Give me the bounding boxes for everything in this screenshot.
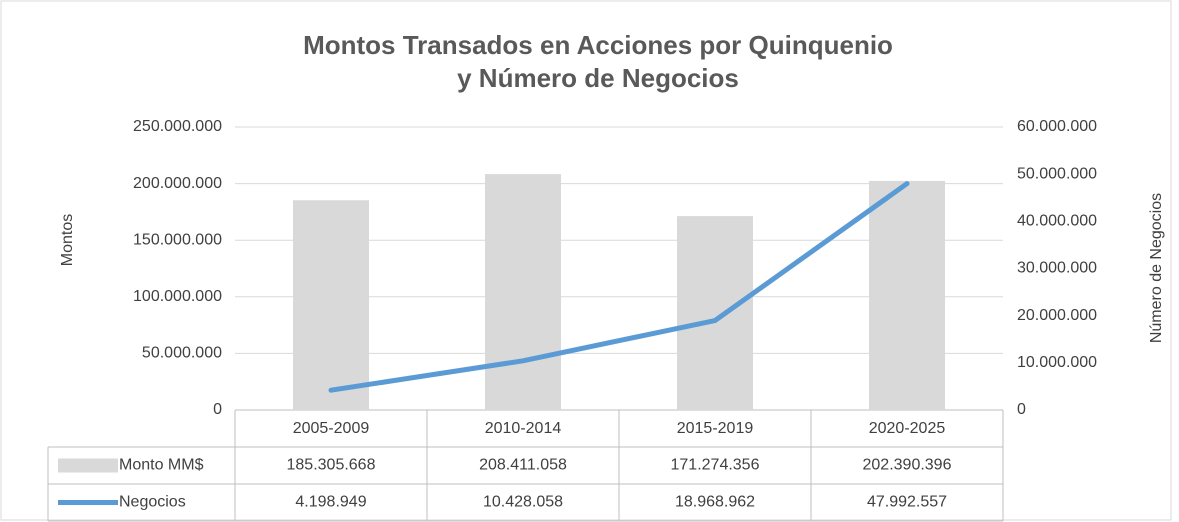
legend-label: Monto MM$ [119, 457, 204, 474]
table-value: 208.411.058 [479, 457, 567, 474]
y2-tick-label: 10.000.000 [1017, 354, 1097, 371]
table-value: 202.390.396 [863, 457, 952, 474]
bar [485, 174, 561, 410]
table-value: 10.428.058 [483, 494, 563, 511]
y2-tick-label: 50.000.000 [1017, 165, 1097, 182]
y2-tick-label: 60.000.000 [1017, 118, 1097, 135]
y2-tick-label: 20.000.000 [1017, 307, 1097, 324]
table-value: 171.274.356 [671, 457, 760, 474]
y-axis-title: Montos [59, 214, 76, 266]
bar [677, 216, 753, 410]
y2-tick-label: 40.000.000 [1017, 213, 1097, 230]
line [328, 181, 910, 393]
bar [293, 200, 369, 410]
table-value: 18.968.962 [675, 494, 755, 511]
chart-title: Montos Transados en Acciones por Quinque… [303, 30, 893, 60]
x-tick-label: 2020-2025 [869, 420, 946, 437]
x-tick-label: 2010-2014 [485, 420, 562, 437]
y-tick-label: 250.000.000 [133, 118, 222, 135]
y2-axis-title: Número de Negocios [1148, 193, 1165, 343]
y2-tick-label: 0 [1017, 401, 1026, 418]
table-value: 4.198.949 [295, 494, 366, 511]
x-tick-label: 2005-2009 [293, 420, 370, 437]
legend-label: Negocios [119, 494, 186, 511]
y-tick-label: 150.000.000 [133, 231, 222, 248]
bar [869, 180, 945, 410]
y2-tick-label: 30.000.000 [1017, 260, 1097, 277]
table-value: 185.305.668 [287, 457, 376, 474]
y-tick-label: 100.000.000 [133, 288, 222, 305]
y-tick-label: 50.000.000 [142, 345, 222, 362]
x-tick-label: 2015-2019 [677, 420, 754, 437]
table-value: 47.992.557 [867, 494, 947, 511]
y-tick-label: 200.000.000 [133, 175, 222, 192]
y-tick-label: 0 [213, 401, 222, 418]
chart-title: y Número de Negocios [457, 63, 739, 93]
legend-key [58, 458, 118, 473]
